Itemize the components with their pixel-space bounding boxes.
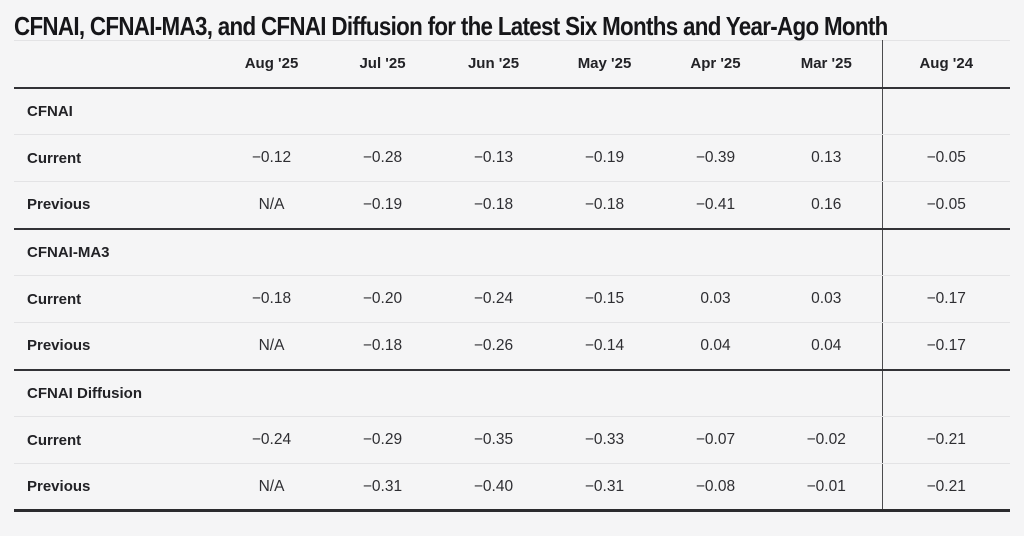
empty-cell [327, 87, 438, 135]
cell-value: −0.39 [660, 134, 771, 182]
cell-value: −0.21 [881, 416, 1010, 464]
column-header-aug24: Aug '24 [881, 40, 1010, 89]
section-label: CFNAI-MA3 [14, 228, 216, 276]
cell-value: −0.24 [438, 275, 549, 323]
cell-value: −0.14 [549, 322, 660, 371]
corner-cell [14, 40, 216, 89]
column-header-jul25: Jul '25 [327, 40, 438, 89]
cell-value: −0.02 [771, 416, 882, 464]
cell-value: −0.31 [327, 463, 438, 512]
empty-cell [771, 228, 882, 276]
column-header-mar25: Mar '25 [771, 40, 882, 89]
cell-value: −0.19 [549, 134, 660, 182]
page-title: CFNAI, CFNAI-MA3, and CFNAI Diffusion fo… [14, 0, 1010, 41]
row-label: Previous [14, 181, 216, 230]
cell-value: −0.28 [327, 134, 438, 182]
cell-value: −0.12 [216, 134, 327, 182]
cfnai-summary-page: CFNAI, CFNAI-MA3, and CFNAI Diffusion fo… [14, 0, 1010, 512]
row-label: Current [14, 275, 216, 323]
empty-cell [549, 369, 660, 417]
cell-value: −0.29 [327, 416, 438, 464]
empty-cell [216, 369, 327, 417]
header-row: Aug '25 Jul '25 Jun '25 May '25 Apr '25 … [14, 40, 1010, 89]
cell-value: −0.20 [327, 275, 438, 323]
empty-cell [549, 228, 660, 276]
column-header-may25: May '25 [549, 40, 660, 89]
empty-cell [881, 228, 1010, 276]
column-header-apr25: Apr '25 [660, 40, 771, 89]
cell-value: −0.17 [881, 275, 1010, 323]
cell-value: −0.41 [660, 181, 771, 230]
empty-cell [881, 87, 1010, 135]
empty-cell [327, 369, 438, 417]
row-label: Current [14, 134, 216, 182]
empty-cell [660, 87, 771, 135]
cell-value: 0.16 [771, 181, 882, 230]
row-label: Previous [14, 463, 216, 512]
empty-cell [881, 369, 1010, 417]
section-label: CFNAI [14, 87, 216, 135]
cell-value: N/A [216, 463, 327, 512]
cell-value: −0.26 [438, 322, 549, 371]
column-header-aug25: Aug '25 [216, 40, 327, 89]
cell-value: −0.05 [881, 134, 1010, 182]
empty-cell [660, 228, 771, 276]
data-row-ma3-current: Current −0.18 −0.20 −0.24 −0.15 0.03 0.0… [14, 275, 1010, 323]
empty-cell [216, 87, 327, 135]
cell-value: 0.03 [660, 275, 771, 323]
data-row-cfnai-previous: Previous N/A −0.19 −0.18 −0.18 −0.41 0.1… [14, 181, 1010, 230]
cell-value: −0.15 [549, 275, 660, 323]
cell-value: −0.33 [549, 416, 660, 464]
empty-cell [216, 228, 327, 276]
cell-value: N/A [216, 322, 327, 371]
empty-cell [438, 369, 549, 417]
cell-value: −0.07 [660, 416, 771, 464]
empty-cell [549, 87, 660, 135]
cell-value: −0.18 [216, 275, 327, 323]
page-title-text: CFNAI, CFNAI-MA3, and CFNAI Diffusion fo… [14, 11, 888, 41]
data-row-diffusion-current: Current −0.24 −0.29 −0.35 −0.33 −0.07 −0… [14, 416, 1010, 464]
cell-value: −0.18 [438, 181, 549, 230]
cell-value: −0.01 [771, 463, 882, 512]
cell-value: −0.05 [881, 181, 1010, 230]
cell-value: −0.40 [438, 463, 549, 512]
cell-value: −0.24 [216, 416, 327, 464]
cell-value: −0.31 [549, 463, 660, 512]
cell-value: −0.17 [881, 322, 1010, 371]
empty-cell [438, 87, 549, 135]
cell-value: −0.35 [438, 416, 549, 464]
cell-value: −0.18 [327, 322, 438, 371]
cell-value: 0.04 [660, 322, 771, 371]
cell-value: −0.18 [549, 181, 660, 230]
row-label: Current [14, 416, 216, 464]
section-row-cfnai-diffusion: CFNAI Diffusion [14, 369, 1010, 417]
cell-value: −0.19 [327, 181, 438, 230]
data-row-ma3-previous: Previous N/A −0.18 −0.26 −0.14 0.04 0.04… [14, 322, 1010, 371]
cell-value: 0.13 [771, 134, 882, 182]
empty-cell [438, 228, 549, 276]
empty-cell [771, 369, 882, 417]
cell-value: −0.08 [660, 463, 771, 512]
cell-value: 0.04 [771, 322, 882, 371]
empty-cell [327, 228, 438, 276]
empty-cell [660, 369, 771, 417]
section-row-cfnai: CFNAI [14, 87, 1010, 135]
section-label: CFNAI Diffusion [14, 369, 216, 417]
row-label: Previous [14, 322, 216, 371]
cell-value: −0.21 [881, 463, 1010, 512]
column-header-jun25: Jun '25 [438, 40, 549, 89]
data-row-cfnai-current: Current −0.12 −0.28 −0.13 −0.19 −0.39 0.… [14, 134, 1010, 182]
section-row-cfnai-ma3: CFNAI-MA3 [14, 228, 1010, 276]
data-row-diffusion-previous: Previous N/A −0.31 −0.40 −0.31 −0.08 −0.… [14, 463, 1010, 512]
cfnai-data-table: Aug '25 Jul '25 Jun '25 May '25 Apr '25 … [14, 40, 1010, 512]
cell-value: N/A [216, 181, 327, 230]
empty-cell [771, 87, 882, 135]
cell-value: 0.03 [771, 275, 882, 323]
cell-value: −0.13 [438, 134, 549, 182]
